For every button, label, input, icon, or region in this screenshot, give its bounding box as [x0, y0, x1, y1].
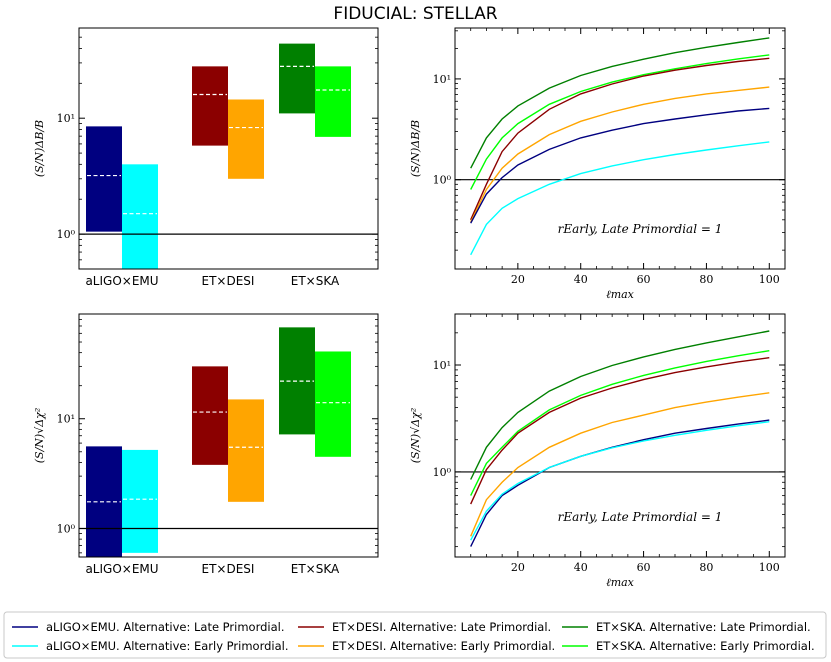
box-bl-2 — [192, 366, 228, 465]
figure-title: FIDUCIAL: STELLAR — [333, 4, 498, 24]
legend-label-3: ET×DESI. Alternative: Early Primordial. — [332, 639, 555, 653]
series-line-br-4 — [470, 419, 770, 547]
axes-frame — [78, 27, 379, 270]
box-tl-3 — [228, 99, 264, 179]
legend-label-2: ET×DESI. Alternative: Late Primordial. — [332, 620, 551, 634]
category-label-0: aLIGO×EMU — [85, 562, 158, 576]
annotation: rEarly, Late Primordial = 1 — [558, 510, 723, 524]
annotation: rEarly, Late Primordial = 1 — [558, 222, 723, 236]
category-label-0: aLIGO×EMU — [85, 274, 158, 288]
category-label-1: ET×DESI — [202, 562, 255, 576]
x-axis-label: ℓmax — [606, 576, 635, 589]
category-label-2: ET×SKA — [291, 274, 340, 288]
box-tl-4 — [279, 43, 315, 114]
x-tick-label: 40 — [574, 561, 588, 574]
box-bl-1 — [122, 449, 158, 553]
x-tick-label: 40 — [574, 273, 588, 286]
series-line-br-1 — [470, 350, 770, 496]
series-line-tr-0 — [470, 37, 770, 169]
box-bl-3 — [228, 399, 264, 502]
panel-tl: 10⁰ 10¹ (S/N)ΔB/B aLIGO×EMU ET×DESI ET×SKA — [33, 27, 379, 288]
series-line-tr-3 — [470, 86, 770, 223]
box-tl-0 — [86, 126, 122, 232]
series-line-br-0 — [470, 330, 770, 480]
legend: aLIGO×EMU. Alternative: Late Primordial.… — [3, 611, 827, 659]
y-tick-label: 10¹ — [433, 359, 451, 372]
series-line-tr-5 — [470, 141, 770, 256]
y-tick-label: 10⁰ — [57, 523, 76, 536]
axes-frame — [454, 27, 786, 270]
panel-tr: 10⁰ 10¹ (S/N)ΔB/B 20 40 60 80 100 ℓmax rEarly, La… — [409, 27, 786, 301]
y-tick-label: 10¹ — [57, 413, 75, 426]
box-tl-5 — [315, 66, 351, 137]
axes-frame — [454, 313, 786, 558]
panel-br: 10⁰ 10¹ (S/N)√Δχ² 20 40 60 80 100 ℓmax rEarly, La… — [409, 313, 786, 589]
panel-bl: 10⁰ 10¹ (S/N)√Δχ² aLIGO×EMU ET×DESI ET×SKA — [33, 313, 379, 576]
series-line-tr-2 — [470, 57, 770, 221]
x-tick-label: 100 — [759, 561, 780, 574]
x-tick-label: 100 — [759, 273, 780, 286]
legend-label-5: ET×SKA. Alternative: Early Primordial. — [596, 639, 815, 653]
x-tick-label: 80 — [699, 561, 713, 574]
x-tick-label: 60 — [637, 273, 651, 286]
category-label-2: ET×SKA — [291, 562, 340, 576]
x-tick-label: 20 — [511, 273, 525, 286]
box-tl-1 — [122, 164, 158, 269]
y-tick-label: 10¹ — [57, 112, 75, 125]
x-tick-label: 80 — [699, 273, 713, 286]
legend-label-1: aLIGO×EMU. Alternative: Early Primordial… — [46, 639, 289, 653]
legend-label-4: ET×SKA. Alternative: Late Primordial. — [596, 620, 811, 634]
y-axis-label: (S/N)ΔB/B — [409, 120, 422, 177]
x-axis-label: ℓmax — [606, 288, 635, 301]
y-tick-label: 10¹ — [433, 73, 451, 86]
y-tick-label: 10⁰ — [57, 228, 76, 241]
series-line-tr-1 — [470, 54, 770, 190]
y-axis-label: (S/N)√Δχ² — [409, 408, 422, 463]
y-axis-label: (S/N)√Δχ² — [33, 408, 46, 463]
x-tick-label: 20 — [511, 561, 525, 574]
category-label-1: ET×DESI — [202, 274, 255, 288]
y-tick-label: 10⁰ — [433, 174, 452, 187]
box-tl-2 — [192, 66, 228, 146]
x-tick-label: 60 — [637, 561, 651, 574]
series-line-br-5 — [470, 421, 770, 541]
series-line-br-3 — [470, 392, 770, 537]
legend-label-0: aLIGO×EMU. Alternative: Late Primordial. — [46, 620, 285, 634]
series-line-br-2 — [470, 357, 770, 505]
box-bl-5 — [315, 351, 351, 457]
y-tick-label: 10⁰ — [433, 466, 452, 479]
legend-frame — [3, 611, 827, 659]
y-axis-label: (S/N)ΔB/B — [33, 120, 46, 177]
series-line-tr-4 — [470, 107, 770, 224]
